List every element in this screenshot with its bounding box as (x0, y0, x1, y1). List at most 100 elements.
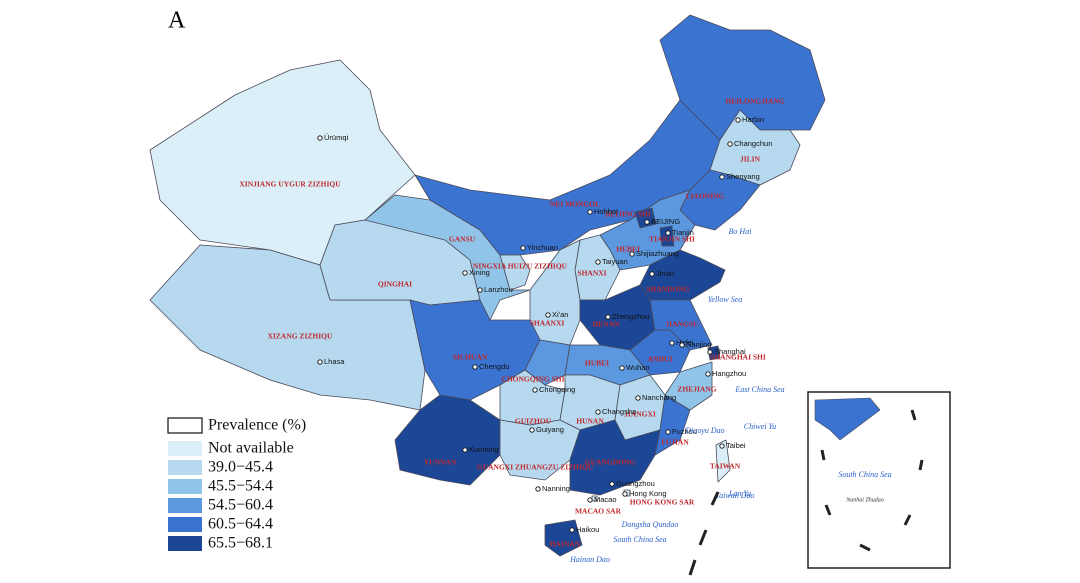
city-label: Xi'an (552, 310, 568, 319)
city-marker (644, 219, 650, 225)
province (569, 419, 661, 496)
city-label: Nanjing (686, 340, 711, 349)
city-marker (727, 141, 733, 147)
city-marker (569, 527, 575, 533)
province-label: MACAO SAR (575, 507, 622, 516)
legend-label: 60.5−64.4 (208, 516, 273, 533)
province-label: TAIWAN (710, 462, 741, 471)
city-label: Chongqing (539, 385, 575, 394)
province-label: YUNNAN (424, 458, 457, 467)
city-label: Macao (594, 495, 617, 504)
province-label: HAINAN (550, 540, 581, 549)
province-label: NINGXIA HUIZU ZIZHIQU (473, 262, 568, 271)
city-marker (472, 364, 478, 370)
city-marker (545, 312, 551, 318)
city-label: Ürümqi (324, 133, 349, 142)
sea-label: Hainan Dao (569, 555, 610, 564)
province-label: QINGHAI (378, 280, 412, 289)
city-label: Lhasa (324, 357, 345, 366)
city-marker (587, 209, 593, 215)
province-label: SHAANXI (530, 319, 565, 328)
city-marker (635, 395, 641, 401)
province-label: TIANJIN SHI (649, 235, 695, 244)
province-label: JIANGSU (666, 320, 700, 329)
province (715, 439, 731, 483)
city-marker (317, 359, 323, 365)
sea-label: Lan Yu (728, 489, 751, 498)
city-marker (622, 491, 628, 497)
province (659, 225, 675, 247)
city-label: Hefei (676, 338, 694, 347)
city-marker (665, 230, 671, 236)
city-marker (595, 409, 601, 415)
legend-swatch (168, 441, 202, 456)
city-label: Guiyang (536, 425, 564, 434)
city-marker (619, 365, 625, 371)
sea-label: Taiwan Dao (715, 491, 754, 500)
city-label: Kunming (469, 445, 499, 454)
city-marker (605, 314, 611, 320)
city-marker (462, 270, 468, 276)
province (529, 239, 581, 346)
province (149, 59, 416, 266)
province-label: ANHUI (647, 355, 672, 364)
province (664, 361, 713, 411)
province-label: XINJIANG UYGUR ZIZHIQU (239, 180, 341, 189)
city-label: BEIJING (651, 217, 680, 226)
sea-label: Dongsha Qundao (621, 520, 679, 529)
city-label: Hong Kong (629, 489, 667, 498)
city-marker (629, 251, 635, 257)
city-marker (595, 259, 601, 265)
legend: Not available 39.0−45.4 45.5−54.4 54.5−60.4… (168, 440, 294, 552)
province-label: HEILONGJIANG (725, 97, 784, 106)
city-marker (477, 287, 483, 293)
city-marker (520, 245, 526, 251)
province (394, 394, 501, 486)
sea-label: Bo Hai (729, 227, 752, 236)
city-marker (532, 387, 538, 393)
city-label: Tianjin (672, 228, 694, 237)
province-label: HENAN (592, 320, 620, 329)
province-label: BEIJING SHI (605, 210, 651, 219)
city-marker (707, 349, 713, 355)
province-label: SHANXI (577, 269, 606, 278)
province-label: FUJIAN (661, 438, 689, 447)
city-marker (735, 117, 741, 123)
city-label: Chengdu (479, 362, 509, 371)
province-label: NEI MONGOL (550, 200, 600, 209)
province-label: CHONGQING SHI (501, 375, 564, 384)
city-marker (719, 174, 725, 180)
province-label: HEBEI (616, 245, 640, 254)
city-label: Yinchuan (527, 243, 558, 252)
province-label: GANSU (449, 235, 476, 244)
city-marker (529, 427, 535, 433)
city-label: Nanchang (642, 393, 676, 402)
city-label: Hohhot (594, 207, 619, 216)
city-label: Shijiazhuang (636, 249, 679, 258)
labels: XINJIANG UYGUR ZIZHIQU XIZANG ZIZHIQU QING… (239, 97, 784, 564)
legend-label: 45.5−54.4 (208, 478, 273, 495)
city-label: Harbin (742, 115, 764, 124)
city-label: Wuhan (626, 363, 650, 372)
province-label: ZHEJIANG (677, 385, 716, 394)
province (707, 345, 721, 361)
city-marker (535, 486, 541, 492)
province (499, 254, 531, 291)
province-label: SHANDONG (646, 285, 690, 294)
city-marker (665, 429, 671, 435)
city-label: Lanzhou (484, 285, 513, 294)
city-label: Shanghai (714, 347, 746, 356)
city-marker (587, 497, 593, 503)
city-label: Taiyuan (602, 257, 628, 266)
province-label: GUIZHOU (515, 417, 552, 426)
inset-label: Nanhai Zhudao (845, 497, 884, 503)
city-marker (679, 342, 685, 348)
city-marker (649, 271, 655, 277)
city-label: Nanning (542, 484, 570, 493)
legend-swatch (168, 460, 202, 475)
province-label: GUANGDONG (585, 458, 636, 467)
sea-label: East China Sea (734, 385, 784, 394)
legend-label: 65.5−68.1 (208, 535, 273, 552)
province-label: JILIN (740, 155, 761, 164)
